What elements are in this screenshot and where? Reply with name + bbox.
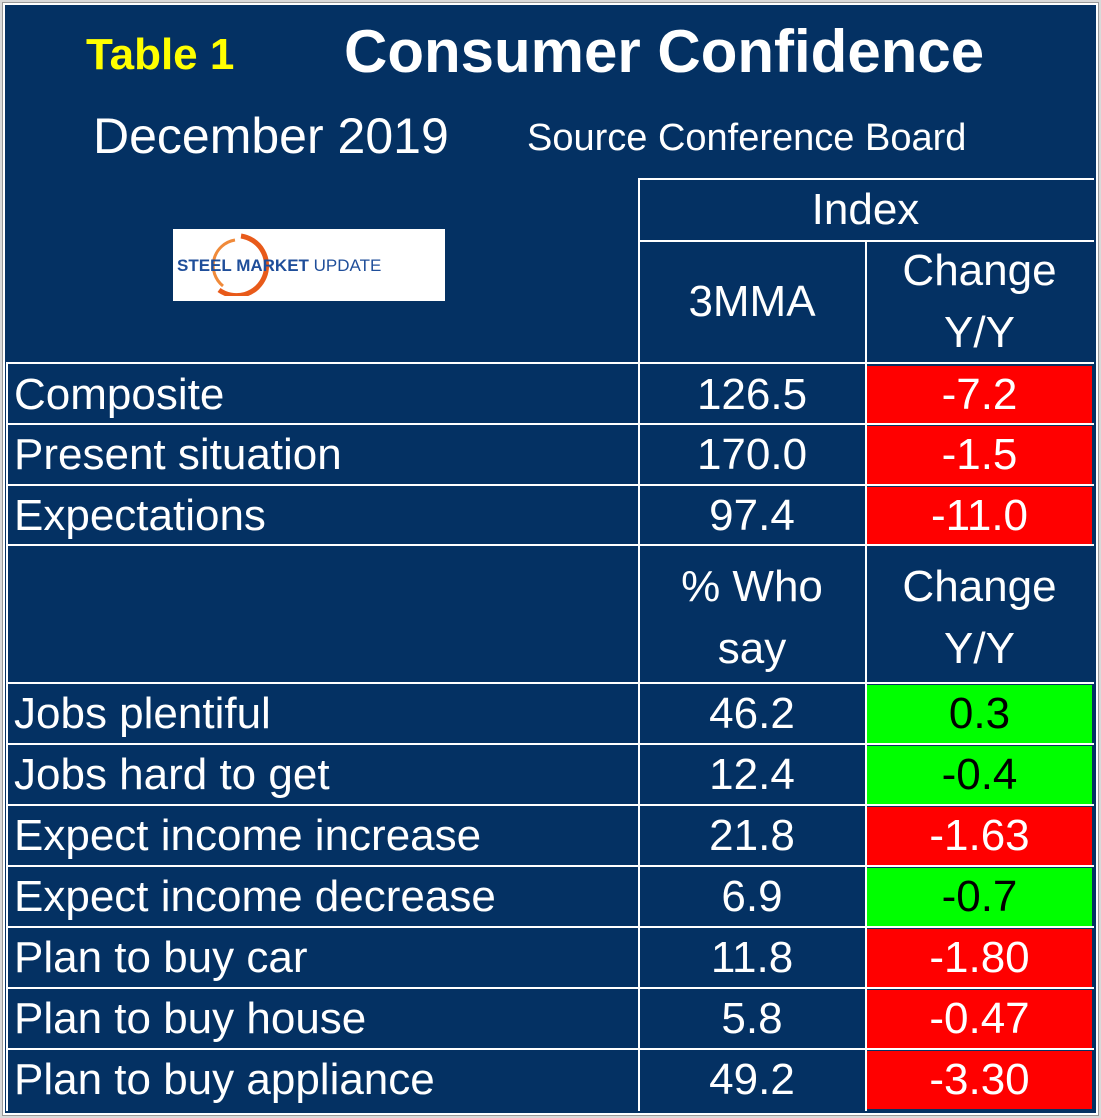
change-cell: -1.63: [867, 807, 1092, 865]
grid-line: [6, 682, 1094, 684]
column-header-pct-line2: say: [717, 624, 787, 673]
table-row-value: 126.5: [696, 369, 808, 419]
table-row-value: 12.4: [709, 750, 795, 799]
table-row-value: 6.9: [721, 872, 783, 921]
table-row-value: 97.4: [709, 490, 795, 540]
logo-swoosh-icon: [211, 233, 269, 296]
table-row-label: Expect income decrease: [14, 872, 496, 921]
column-header-change-line2: Y/Y: [944, 308, 1015, 357]
table-row-label: Plan to buy car: [14, 933, 308, 982]
grid-line: [6, 865, 1094, 867]
grid-line: [638, 178, 1094, 180]
grid-line: [6, 804, 1094, 806]
source-label: Source Conference Board: [527, 117, 967, 159]
table-row-value: 5.8: [721, 994, 783, 1043]
table-row-label: Jobs hard to get: [14, 750, 330, 799]
table-row-value: 21.8: [709, 811, 795, 860]
grid-line: [6, 926, 1094, 928]
period-label: December 2019: [93, 108, 449, 164]
logo-text-bold: STEEL MARKET: [177, 256, 309, 275]
table-row-value: 11.8: [710, 933, 794, 982]
table-row-label: Jobs plentiful: [14, 689, 271, 738]
column-header-change2-line2: Y/Y: [944, 624, 1015, 673]
table-row-label: Plan to buy house: [14, 994, 367, 1043]
grid-line: [6, 1048, 1094, 1050]
column-group-index: Index: [811, 185, 920, 234]
grid-line: [6, 484, 1094, 486]
change-cell: -7.2: [867, 366, 1092, 423]
table-row-label: Expectations: [14, 490, 266, 540]
change-cell: -11.0: [867, 487, 1092, 544]
grid-line: [865, 240, 867, 1111]
table-row-label: Composite: [14, 369, 225, 419]
grid-line: [6, 423, 1094, 425]
column-header-pct-who-say: % Who say: [639, 554, 865, 682]
table-row-label: Plan to buy appliance: [14, 1055, 435, 1104]
change-cell: -3.30: [867, 1051, 1092, 1109]
page-title: Consumer Confidence: [344, 18, 985, 85]
column-header-change-2: Change Y/Y: [867, 554, 1092, 682]
logo-text: STEEL MARKET UPDATE: [177, 256, 381, 276]
column-header-3mma: 3MMA: [688, 277, 816, 326]
change-cell: -1.80: [867, 929, 1092, 987]
table-row-value: 170.0: [696, 430, 808, 479]
change-cell: 0.3: [867, 685, 1092, 743]
column-header-change-line1: Change: [902, 246, 1057, 295]
table-row-value: 49.2: [709, 1055, 795, 1104]
change-cell: -0.47: [867, 990, 1092, 1048]
steel-market-update-logo: STEEL MARKET UPDATE: [173, 229, 445, 301]
table-row-value: 46.2: [709, 689, 795, 738]
change-cell: -0.4: [867, 746, 1092, 804]
grid-line: [6, 743, 1094, 745]
logo-text-light: UPDATE: [313, 256, 382, 275]
column-header-pct-line1: % Who: [681, 562, 823, 611]
change-cell: -1.5: [867, 426, 1092, 484]
grid-line: [6, 544, 1094, 546]
table-row-label: Expect income increase: [14, 811, 482, 860]
column-header-change: Change Y/Y: [867, 242, 1092, 362]
grid-line: [6, 987, 1094, 989]
grid-line: [638, 178, 640, 1111]
change-cell: -0.7: [867, 868, 1092, 926]
table-row-label: Present situation: [14, 430, 342, 479]
table-label: Table 1: [86, 30, 235, 79]
grid-line: [6, 362, 8, 1111]
column-header-change2-line1: Change: [902, 562, 1057, 611]
grid-line: [6, 362, 1094, 364]
